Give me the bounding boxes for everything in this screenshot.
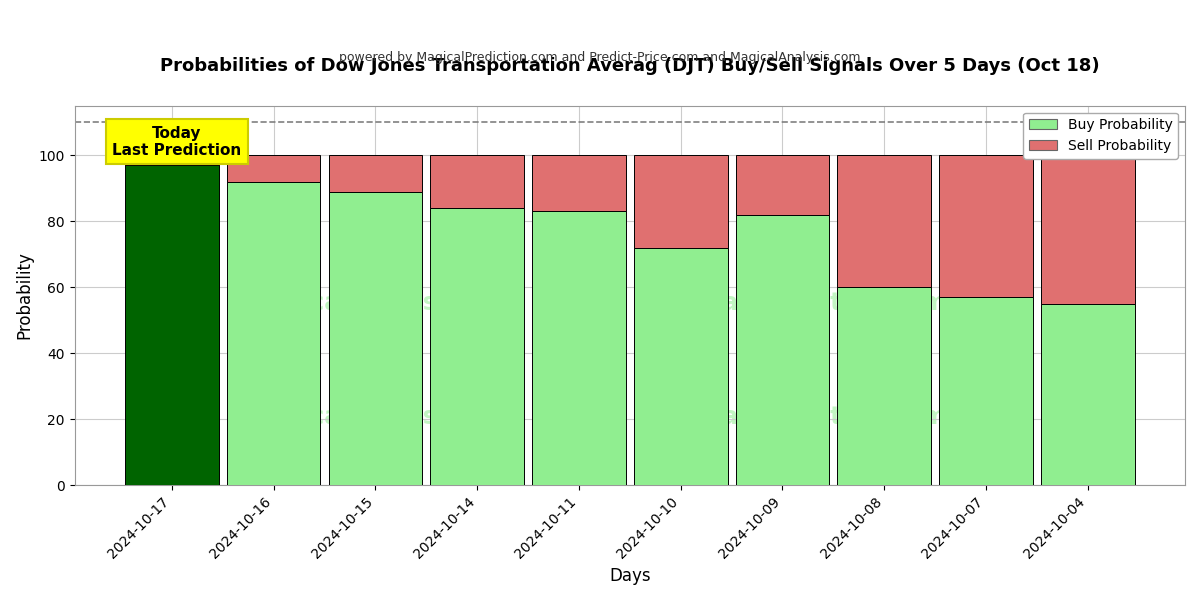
Text: MagicalAnalysis.com: MagicalAnalysis.com — [247, 405, 524, 429]
Bar — [634, 248, 727, 485]
Text: Today
Last Prediction: Today Last Prediction — [113, 125, 241, 158]
Bar — [736, 155, 829, 215]
Bar — [227, 155, 320, 182]
Bar — [532, 211, 625, 485]
Bar — [329, 191, 422, 485]
Text: MagicalAnalysis.com: MagicalAnalysis.com — [247, 291, 524, 315]
Bar — [532, 155, 625, 211]
Bar — [634, 155, 727, 248]
Bar — [940, 155, 1033, 297]
Bar — [838, 155, 931, 287]
Bar — [431, 208, 524, 485]
Legend: Buy Probability, Sell Probability: Buy Probability, Sell Probability — [1024, 113, 1178, 159]
Bar — [329, 155, 422, 191]
X-axis label: Days: Days — [610, 567, 650, 585]
Bar — [1040, 155, 1134, 304]
Text: MagicalPrediction.com: MagicalPrediction.com — [646, 405, 948, 429]
Text: powered by MagicalPrediction.com and Predict-Price.com and MagicalAnalysis.com: powered by MagicalPrediction.com and Pre… — [340, 50, 860, 64]
Bar — [1040, 304, 1134, 485]
Y-axis label: Probability: Probability — [16, 251, 34, 340]
Bar — [431, 155, 524, 208]
Bar — [940, 297, 1033, 485]
Text: MagicalPrediction.com: MagicalPrediction.com — [646, 291, 948, 315]
Bar — [125, 155, 218, 165]
Bar — [736, 215, 829, 485]
Bar — [125, 165, 218, 485]
Title: Probabilities of Dow Jones Transportation Averag (DJT) Buy/Sell Signals Over 5 D: Probabilities of Dow Jones Transportatio… — [160, 57, 1099, 75]
Bar — [838, 287, 931, 485]
Bar — [227, 182, 320, 485]
